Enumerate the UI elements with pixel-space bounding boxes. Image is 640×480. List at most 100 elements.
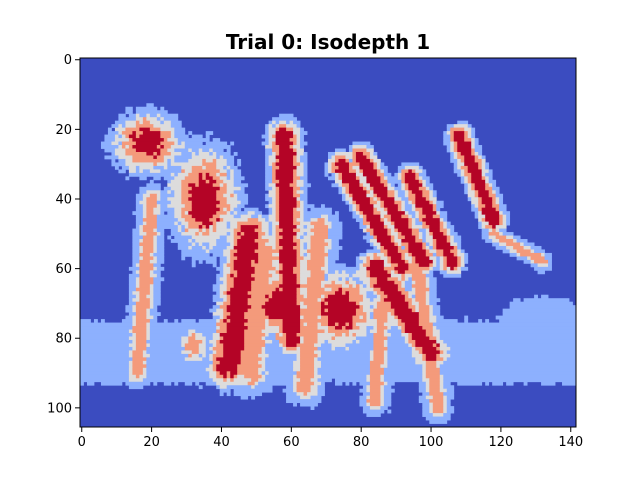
- heatmap-cell: [369, 315, 374, 320]
- heatmap-cell: [404, 339, 409, 344]
- heatmap-cell: [275, 218, 280, 223]
- heatmap-cell: [216, 228, 235, 233]
- heatmap-cell: [352, 277, 360, 282]
- heatmap-cell: [118, 131, 123, 135]
- heatmap-cell: [446, 357, 577, 362]
- heatmap-cell: [212, 357, 217, 362]
- heatmap-cell: [488, 193, 497, 198]
- heatmap-cell: [212, 284, 221, 289]
- heatmap-cell: [125, 110, 133, 115]
- heatmap-cell: [366, 333, 374, 337]
- heatmap-cell: [338, 165, 350, 170]
- heatmap-cell: [128, 284, 137, 289]
- heatmap-cell: [446, 131, 451, 135]
- x-axis: 0 20 40 60 80 100 120 140: [78, 427, 583, 450]
- heatmap-cell: [247, 319, 266, 323]
- heatmap-cell: [279, 165, 297, 170]
- heatmap-cell: [233, 190, 245, 195]
- y-tick-label: 0: [64, 53, 72, 68]
- heatmap-cell: [261, 141, 270, 146]
- heatmap-cell: [359, 395, 367, 400]
- heatmap-cell: [355, 218, 364, 223]
- heatmap-cell: [272, 259, 280, 264]
- heatmap-cell: [125, 308, 133, 313]
- heatmap-cell: [422, 409, 430, 414]
- heatmap-cell: [397, 183, 402, 188]
- heatmap-cell: [355, 301, 360, 306]
- heatmap-cell: [523, 381, 528, 386]
- heatmap-cell: [324, 172, 329, 177]
- heatmap-cell: [457, 381, 483, 386]
- heatmap-cell: [502, 218, 507, 223]
- heatmap-cell: [132, 259, 140, 264]
- heatmap-cell: [226, 235, 235, 240]
- heatmap-cell: [286, 333, 297, 337]
- heatmap-cell: [111, 141, 119, 146]
- heatmap-cell: [286, 392, 297, 397]
- heatmap-cell: [254, 266, 277, 271]
- heatmap-cell: [272, 186, 276, 191]
- heatmap-cell: [380, 388, 385, 393]
- heatmap-cell: [380, 287, 399, 292]
- heatmap-cell: [128, 280, 137, 285]
- heatmap-cell: [450, 228, 455, 233]
- heatmap-cell: [352, 326, 360, 330]
- heatmap-cell: [411, 204, 416, 209]
- heatmap-cell: [135, 218, 144, 223]
- heatmap-cell: [251, 287, 276, 292]
- heatmap-cell: [359, 225, 367, 229]
- heatmap-cell: [317, 388, 325, 393]
- heatmap-cell: [191, 204, 217, 209]
- heatmap-cell: [369, 357, 374, 362]
- heatmap-cell: [369, 155, 378, 160]
- heatmap-cell: [478, 214, 486, 219]
- heatmap-cell: [387, 218, 392, 223]
- heatmap-cell: [425, 388, 430, 393]
- heatmap-cell: [422, 413, 434, 417]
- heatmap-cell: [408, 266, 430, 271]
- heatmap-cell: [443, 263, 448, 268]
- heatmap-cell: [272, 176, 276, 181]
- heatmap-cell: [366, 239, 371, 243]
- heatmap-cell: [314, 374, 322, 379]
- heatmap-cell: [219, 305, 228, 310]
- heatmap-cell: [530, 263, 538, 268]
- heatmap-cell: [149, 179, 154, 184]
- heatmap-cell: [376, 305, 392, 310]
- heatmap-cell: [153, 277, 165, 282]
- heatmap-cell: [132, 155, 154, 160]
- heatmap-cell: [198, 183, 214, 188]
- heatmap-cell: [181, 252, 210, 257]
- heatmap-cell: [408, 343, 413, 348]
- heatmap-cell: [425, 284, 430, 289]
- heatmap-cell: [142, 214, 147, 219]
- heatmap-cell: [397, 242, 402, 247]
- heatmap-cell: [303, 151, 308, 156]
- heatmap-cell: [191, 169, 221, 174]
- heatmap-cell: [268, 228, 273, 233]
- heatmap-cell: [135, 284, 140, 289]
- heatmap-cell: [376, 169, 381, 174]
- heatmap-cell: [387, 179, 402, 184]
- heatmap-cell: [425, 298, 430, 303]
- heatmap-cell: [223, 346, 245, 351]
- heatmap-cell: [128, 385, 144, 390]
- heatmap-cell: [307, 322, 318, 327]
- heatmap-cell: [390, 214, 402, 219]
- heatmap-cell: [359, 339, 374, 344]
- heatmap-cell: [544, 256, 552, 261]
- heatmap-cell: [404, 183, 409, 188]
- heatmap-cell: [170, 232, 182, 236]
- heatmap-cell: [359, 305, 364, 310]
- heatmap-cell: [219, 207, 224, 212]
- heatmap-cell: [265, 336, 277, 341]
- heatmap-cell: [219, 371, 228, 376]
- heatmap-cell: [369, 329, 378, 334]
- heatmap-cell: [373, 346, 388, 351]
- heatmap-cell: [156, 249, 165, 254]
- heatmap-cell: [226, 277, 235, 282]
- heatmap-cell: [471, 151, 476, 156]
- heatmap-cell: [425, 221, 441, 226]
- heatmap-cell: [404, 273, 413, 278]
- heatmap-cell: [373, 308, 395, 313]
